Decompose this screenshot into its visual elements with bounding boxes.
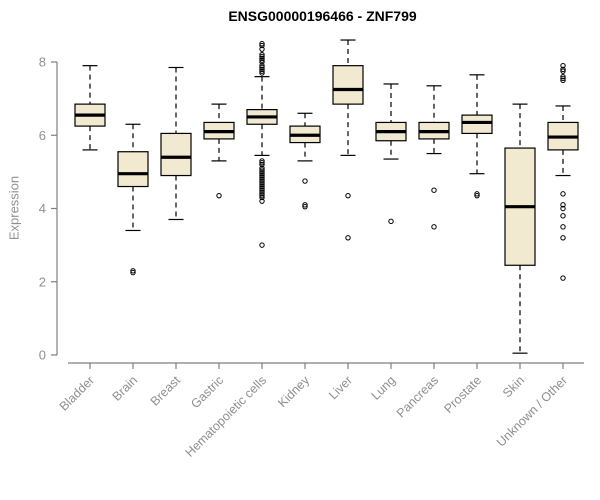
outlier-point xyxy=(259,161,265,168)
outlier-point xyxy=(560,66,566,73)
outlier-point xyxy=(259,183,265,190)
outlier-point xyxy=(560,62,566,69)
outlier-point xyxy=(130,269,136,276)
outlier-point xyxy=(259,55,265,62)
boxplot-prostate xyxy=(461,74,493,199)
outlier-point xyxy=(259,160,265,166)
outlier-point xyxy=(259,57,265,63)
y-axis-tick-label: 0 xyxy=(39,348,46,363)
outlier-point xyxy=(302,178,308,184)
chart-title: ENSG00000196466 - ZNF799 xyxy=(228,8,417,24)
x-axis-category-label: Lung xyxy=(369,373,399,403)
outlier-point xyxy=(302,203,308,210)
outlier-point xyxy=(259,70,265,76)
outlier-point xyxy=(560,73,566,80)
outlier-point xyxy=(345,192,351,199)
outlier-point xyxy=(560,213,566,219)
outlier-point xyxy=(560,235,566,241)
outlier-point xyxy=(259,42,265,49)
boxplot-brain xyxy=(117,123,149,276)
boxplot-hematopoietic-cells xyxy=(246,40,278,248)
x-axis-category-label: Breast xyxy=(148,373,184,409)
outlier-point xyxy=(259,174,265,181)
iqr-box xyxy=(160,132,192,177)
outlier-point xyxy=(302,202,308,208)
boxplot-pancreas xyxy=(418,85,450,230)
outlier-point xyxy=(431,224,437,230)
x-axis-category-label: Pancreas xyxy=(394,373,441,420)
outlier-point xyxy=(259,40,265,47)
outlier-point xyxy=(431,187,437,193)
outlier-point xyxy=(259,64,265,71)
outlier-point xyxy=(560,275,566,281)
iqr-box xyxy=(117,151,149,188)
boxplot-gastric xyxy=(203,103,235,199)
outlier-point xyxy=(259,194,265,201)
y-axis-tick-label: 6 xyxy=(39,128,46,143)
outlier-point xyxy=(259,171,265,177)
outlier-point xyxy=(345,235,351,241)
outlier-point xyxy=(560,202,566,208)
outlier-point xyxy=(259,158,265,164)
outlier-point xyxy=(259,68,265,74)
x-axis-category-label: Liver xyxy=(326,373,355,402)
outlier-point xyxy=(259,192,265,199)
outlier-point xyxy=(560,77,566,84)
outlier-point xyxy=(560,75,566,82)
outlier-point xyxy=(259,53,265,60)
outlier-point xyxy=(474,191,480,197)
outlier-point xyxy=(560,224,566,230)
boxplot-unknown-other xyxy=(547,62,579,281)
outlier-point xyxy=(259,187,265,193)
outlier-point xyxy=(259,176,265,182)
boxplot-breast xyxy=(160,66,192,221)
outlier-point xyxy=(259,165,265,171)
outlier-point xyxy=(259,189,265,195)
outlier-point xyxy=(216,192,222,199)
boxplot-bladder xyxy=(74,65,106,151)
y-axis-tick-label: 8 xyxy=(39,55,46,70)
outlier-point xyxy=(259,167,265,173)
outlier-point xyxy=(259,178,265,184)
x-axis-category-label: Gastric xyxy=(188,373,226,411)
outlier-point xyxy=(259,181,265,188)
outlier-point xyxy=(560,68,566,74)
outlier-point xyxy=(259,172,265,179)
y-axis-tick-label: 4 xyxy=(39,201,46,216)
outlier-point xyxy=(560,205,566,212)
x-axis-category-label: Kidney xyxy=(275,373,312,410)
outlier-point xyxy=(259,198,265,204)
outlier-point xyxy=(259,51,265,58)
x-axis-category-label: Brain xyxy=(110,373,141,404)
boxplot-skin xyxy=(504,103,536,354)
outlier-point xyxy=(259,169,265,175)
outlier-point xyxy=(474,192,480,199)
outlier-point xyxy=(259,59,265,65)
x-axis-category-label: Skin xyxy=(500,373,527,400)
outlier-point xyxy=(259,62,265,69)
iqr-box xyxy=(332,65,364,105)
x-axis-category-label: Hematopoietic cells xyxy=(183,373,270,460)
x-axis-category-label: Bladder xyxy=(57,373,97,413)
outlier-point xyxy=(259,46,265,52)
iqr-box xyxy=(461,114,493,135)
outlier-point xyxy=(259,180,265,186)
boxplot-liver xyxy=(332,39,364,241)
outlier-point xyxy=(130,268,136,274)
outlier-point xyxy=(259,191,265,197)
outlier-point xyxy=(259,66,265,73)
boxplot-lung xyxy=(375,83,407,225)
outlier-point xyxy=(388,218,394,225)
y-axis-tick-label: 2 xyxy=(39,274,46,289)
x-axis-category-label: Prostate xyxy=(441,373,484,416)
outlier-point xyxy=(259,185,265,192)
outlier-point xyxy=(560,191,566,197)
outlier-point xyxy=(259,242,265,248)
boxplot-kidney xyxy=(289,112,321,210)
